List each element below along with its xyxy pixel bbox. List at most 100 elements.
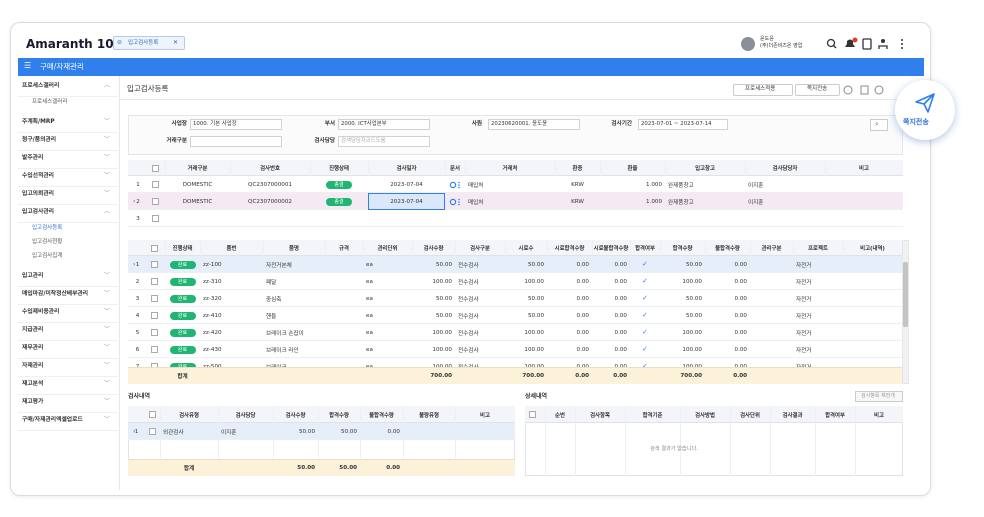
doc-icon[interactable]	[449, 181, 461, 189]
grid-cell: zz-100	[203, 261, 222, 268]
tab-label: 입고검사등록	[128, 39, 159, 46]
menu-item[interactable]: 입고검사관리	[22, 209, 54, 215]
checkbox[interactable]	[152, 198, 159, 205]
grid-cell: 100.00	[660, 358, 705, 375]
search-icon: ⌕	[875, 120, 879, 128]
checkbox[interactable]	[152, 164, 159, 172]
detail-button[interactable]	[855, 391, 903, 402]
menu-icon[interactable]: ☰	[24, 61, 32, 70]
menu-item[interactable]: 재고분석	[22, 381, 44, 387]
toolbar-button[interactable]	[733, 84, 793, 96]
menu-chevron: ﹀	[104, 290, 111, 297]
grid-row	[128, 324, 902, 341]
checkbox[interactable]	[152, 215, 159, 222]
checkbox[interactable]	[149, 428, 156, 435]
grid-cell: 50.00	[435, 295, 452, 302]
search-value: 2023-07-01 ~ 2023-07-14	[641, 121, 712, 127]
search-input[interactable]	[338, 136, 430, 147]
pass-check: ✓	[642, 276, 648, 285]
column-header: 합격수량	[329, 412, 349, 419]
menu-item[interactable]: 발주관리	[22, 155, 44, 161]
toolbar-button[interactable]	[795, 84, 840, 96]
grid-cell: 0.00	[614, 329, 627, 336]
checkbox[interactable]	[151, 329, 158, 336]
menu-item[interactable]: 자재관리	[22, 363, 44, 369]
column-header: 거래처	[502, 166, 518, 172]
grid-cell: 자전거	[796, 330, 812, 337]
menu-item[interactable]: 재무관리	[22, 345, 44, 351]
checkbox[interactable]	[151, 312, 158, 319]
float-label: 쪽지전송	[903, 118, 929, 126]
checkbox[interactable]	[151, 346, 158, 353]
search-input[interactable]	[338, 119, 430, 130]
menu-sep	[18, 394, 120, 395]
row-pointer: ›	[133, 427, 136, 435]
grid-cell: 0.00	[387, 428, 400, 435]
submenu-item[interactable]: 입고검사집계	[32, 253, 63, 259]
pass-check: ✓	[642, 293, 648, 302]
user-org: (주)더존비즈온 영업	[760, 43, 803, 49]
pass-check: ✓	[642, 259, 648, 268]
menu-item[interactable]: 입고관리	[22, 273, 44, 279]
float-button[interactable]: 쪽지전송	[895, 80, 955, 140]
status-pill: 완료	[169, 311, 196, 320]
search-input[interactable]	[190, 119, 282, 130]
menu-item[interactable]: 수입선적관리	[22, 173, 54, 179]
menu-item[interactable]: 매입마감/미착정산배부관리	[22, 291, 89, 297]
status-pill: 종결	[326, 180, 352, 189]
doc-icon[interactable]	[449, 198, 461, 206]
grid-cell: 0.00	[614, 295, 627, 302]
grid-row	[128, 193, 903, 210]
menu-item[interactable]: 재고평가	[22, 399, 44, 405]
scrollbar-thumb[interactable]	[903, 262, 908, 327]
grid-cell: 매입처	[468, 199, 484, 206]
column-header: 검사단위	[740, 412, 760, 419]
tab-close[interactable]: ✕	[173, 39, 179, 46]
sidebar	[18, 76, 120, 490]
grid-col-sep	[680, 406, 681, 476]
menu-item[interactable]: 입고의뢰관리	[22, 191, 54, 197]
search-input[interactable]	[190, 136, 282, 147]
menu-item[interactable]: 수입제비용관리	[22, 309, 60, 315]
grid-cell: 0.00	[734, 295, 747, 302]
menu-chevron: ﹀	[104, 326, 111, 333]
checkbox[interactable]	[151, 278, 158, 285]
grid-cell: 100.00	[524, 329, 544, 336]
search-input[interactable]	[638, 119, 728, 130]
detail-button-label: 검사항목 재전개	[861, 393, 895, 399]
menu-sep	[18, 150, 120, 151]
checkbox[interactable]	[149, 411, 156, 418]
menu-item[interactable]: 주계획/MRP	[22, 119, 55, 125]
menu-item[interactable]: 프로세스갤러리	[22, 83, 60, 89]
submenu-item[interactable]: 입고검사등록	[32, 225, 63, 231]
grid-col-sep	[855, 406, 856, 476]
submenu-item[interactable]: 프로세스갤러리	[32, 99, 68, 105]
grid-cell: 50.00	[435, 261, 452, 268]
total-cell: 0.00	[386, 464, 400, 471]
menu-chevron: ﹀	[104, 272, 111, 279]
menu-item[interactable]: 지급관리	[22, 327, 44, 333]
grid-header	[525, 406, 903, 423]
menu-item[interactable]: 청구/품의관리	[22, 137, 57, 143]
column-header: 검사일자	[396, 166, 417, 172]
menu-chevron: ﹀	[104, 136, 111, 143]
tab[interactable]	[113, 36, 185, 50]
grid-cell: 1.000	[645, 198, 662, 205]
menu-item[interactable]: 구매/자재관리엑셀업로드	[22, 417, 83, 423]
search-button[interactable]	[870, 119, 888, 131]
checkbox[interactable]	[529, 411, 536, 418]
menu-sep	[18, 304, 120, 305]
menu-chevron: ﹀	[104, 416, 111, 423]
checkbox[interactable]	[151, 261, 158, 268]
grid-cell: ea	[366, 346, 373, 353]
checkbox[interactable]	[151, 244, 158, 252]
checkbox[interactable]	[151, 295, 158, 302]
menu-sep	[18, 222, 120, 223]
grid-cell: 100.00	[432, 278, 452, 285]
submenu-item[interactable]: 입고검사현황	[32, 239, 63, 245]
search-input[interactable]	[488, 119, 580, 130]
menu-chevron: ﹀	[104, 118, 111, 125]
checkbox[interactable]	[152, 181, 159, 188]
grid-row	[128, 290, 902, 307]
